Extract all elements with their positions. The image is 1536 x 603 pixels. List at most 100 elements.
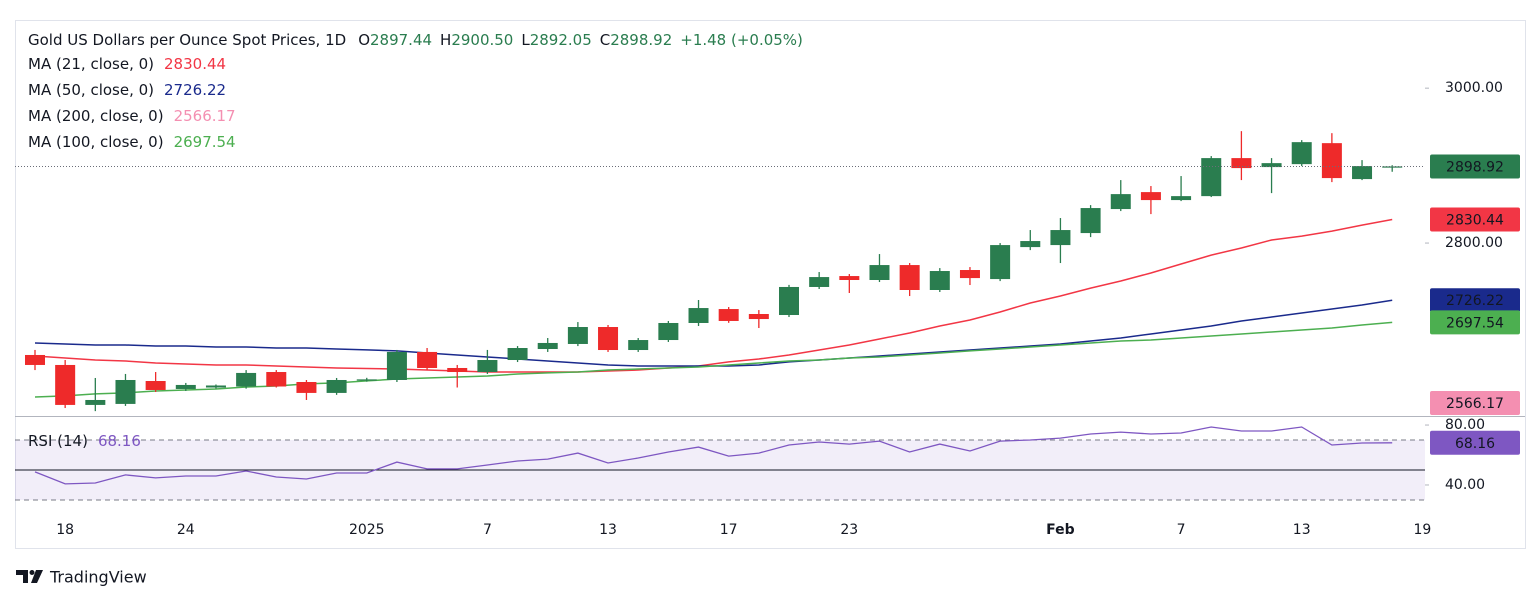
ma-legend: MA (100, close, 0) 2697.54 <box>28 133 236 151</box>
candle-body <box>598 327 619 351</box>
candle-body <box>1382 166 1403 168</box>
candle-body <box>1291 142 1312 165</box>
y-tick-label: 2800.00 <box>1445 235 1503 251</box>
candle-body <box>55 364 76 405</box>
candle-body <box>175 384 196 389</box>
candle-body <box>899 265 920 290</box>
ma-legend: MA (50, close, 0) 2726.22 <box>28 81 226 99</box>
ma-badge <box>1430 391 1520 415</box>
ohlc-key: H <box>440 31 451 49</box>
candle-body <box>296 382 317 393</box>
x-tick-label: 13 <box>599 522 617 538</box>
candle-body <box>477 360 498 373</box>
x-tick-label: 17 <box>720 522 738 538</box>
candle-body <box>658 322 679 341</box>
ma-legend-name: MA (50, close, 0) <box>28 81 154 99</box>
ohlc-value: 2900.50 <box>451 31 513 49</box>
x-tick-label: 2025 <box>349 522 385 538</box>
y-tick-label: 3000.00 <box>1445 80 1503 96</box>
x-tick-label: 23 <box>840 522 858 538</box>
candle-body <box>326 379 347 393</box>
ma-line <box>34 299 1393 367</box>
candle-body <box>1352 166 1373 180</box>
ma-badge-label: 2726.22 <box>1446 293 1504 309</box>
candle-body <box>567 327 588 344</box>
candle-body <box>1110 194 1131 210</box>
ma-legend-value: 2726.22 <box>164 81 226 99</box>
candle-body <box>537 342 558 350</box>
ohlc-value: 2892.05 <box>530 31 592 49</box>
ma-legend-name: MA (21, close, 0) <box>28 55 154 73</box>
ma-badge-label: 2697.54 <box>1446 315 1504 331</box>
ma-line <box>34 218 1393 373</box>
ma-line <box>34 321 1393 398</box>
ma-badge <box>1430 288 1520 313</box>
candle-body <box>25 354 45 365</box>
candle-body <box>718 309 739 321</box>
x-tick-label: 19 <box>1413 522 1431 538</box>
candle-body <box>1171 196 1192 201</box>
candle-body <box>688 308 709 323</box>
candle-body <box>1201 158 1222 197</box>
x-tick-label: 7 <box>1177 522 1186 538</box>
x-tick-label: 18 <box>56 522 74 538</box>
ohlc-key: C <box>600 31 610 49</box>
price-badge-label: 2898.92 <box>1446 159 1504 175</box>
ma-legend-value: 2566.17 <box>174 107 236 125</box>
chart-title: Gold US Dollars per Ounce Spot Prices, 1… <box>28 31 346 49</box>
x-tick-label: 7 <box>483 522 492 538</box>
ma-legend: MA (21, close, 0) 2830.44 <box>28 55 226 73</box>
chart-header: Gold US Dollars per Ounce Spot Prices, 1… <box>28 31 803 49</box>
rsi-legend-name: RSI (14) <box>28 432 88 450</box>
candle-body <box>1020 241 1041 248</box>
ma-legend-name: MA (200, close, 0) <box>28 107 164 125</box>
price-change: +1.48 (+0.05%) <box>680 31 803 49</box>
rsi-tick-label: 40.00 <box>1445 477 1485 493</box>
candle-body <box>1261 163 1282 168</box>
candle-body <box>356 379 377 381</box>
rsi-legend: RSI (14) 68.16 <box>28 432 141 450</box>
x-tick-label: Feb <box>1046 522 1075 538</box>
candle-body <box>779 286 799 316</box>
rsi-legend-value: 68.16 <box>98 432 141 450</box>
brand-logo <box>16 570 43 583</box>
candle-body <box>1321 143 1342 179</box>
ma-badge-label: 2830.44 <box>1446 212 1504 228</box>
candle-body <box>236 372 257 387</box>
candle-body <box>1080 208 1101 234</box>
price-badge <box>1430 154 1520 179</box>
ma-legend-value: 2830.44 <box>164 55 226 73</box>
candle-body <box>809 277 830 287</box>
x-tick-label: 24 <box>177 522 195 538</box>
rsi-line <box>34 426 1393 485</box>
candle-body <box>417 351 438 368</box>
candle-body <box>869 265 890 281</box>
rsi-tick-label: 80.00 <box>1445 417 1485 433</box>
rsi-badge <box>1430 430 1520 455</box>
candle-body <box>145 380 166 390</box>
candle-body <box>115 379 136 404</box>
rsi-badge-label: 68.16 <box>1455 436 1495 452</box>
ma-badge <box>1430 207 1520 232</box>
candle-body <box>266 372 287 387</box>
ma-legend-value: 2697.54 <box>174 133 236 151</box>
chart-frame <box>15 20 1526 549</box>
ma-legend-name: MA (100, close, 0) <box>28 133 164 151</box>
ohlc-key: L <box>521 31 530 49</box>
x-tick-label: 13 <box>1293 522 1311 538</box>
ma-badge-label: 2566.17 <box>1446 396 1504 412</box>
ohlc-key: O <box>358 31 370 49</box>
candle-body <box>386 351 407 380</box>
candle-body <box>1231 158 1252 169</box>
ma-badge <box>1430 310 1520 335</box>
candle-body <box>990 245 1011 280</box>
candle-body <box>839 276 860 281</box>
candle-body <box>1140 192 1161 201</box>
ohlc-value: 2898.92 <box>610 31 672 49</box>
candle-body <box>507 348 528 361</box>
candle-body <box>205 385 226 388</box>
candle-body <box>959 270 980 279</box>
candle-body <box>929 271 950 290</box>
candle-body <box>447 367 468 373</box>
